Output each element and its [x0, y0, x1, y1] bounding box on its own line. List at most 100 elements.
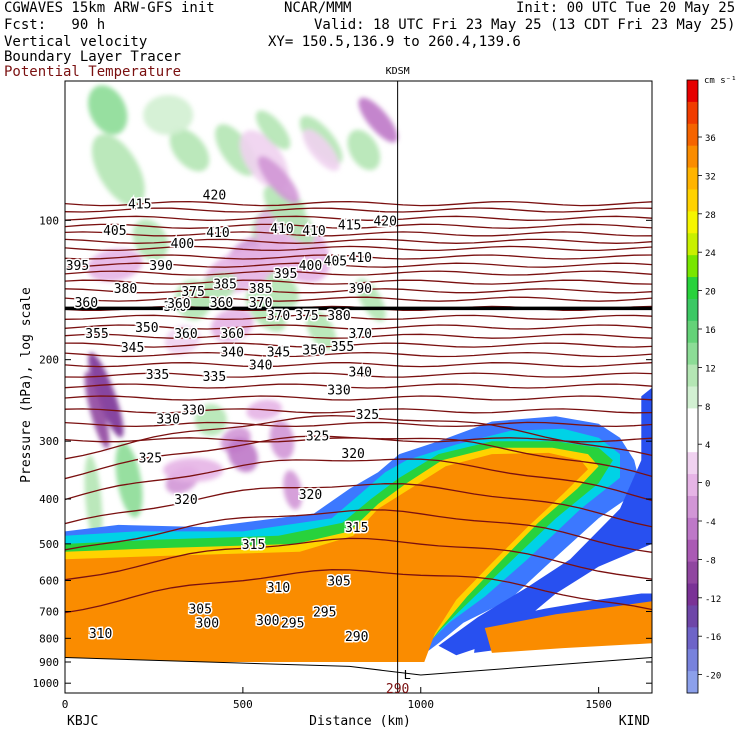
x-axis-label: Distance (km): [309, 714, 411, 729]
terrain-line: [65, 657, 652, 676]
isentrope-label: 325: [139, 451, 162, 466]
marker-theta-label: 290: [386, 682, 409, 697]
isentrope-label: 385: [249, 282, 272, 297]
x-tick-label: 1500: [585, 698, 612, 711]
colorbar-swatch: [687, 342, 698, 366]
isentrope-line: [65, 270, 652, 276]
w-shading-cell: [132, 219, 169, 261]
isentrope-label: 380: [327, 309, 350, 324]
colorbar-tick-label: -20: [705, 672, 721, 682]
w-shading-cell: [210, 308, 254, 342]
isentrope-line: [65, 324, 652, 330]
isentrope-label: 290: [345, 630, 368, 645]
end-station-label: KIND: [619, 714, 650, 729]
tracer-orange: [65, 452, 588, 662]
isentrope-label: 315: [242, 538, 265, 553]
isentrope-label: 420: [203, 189, 226, 204]
colorbar-tick-label: -16: [705, 633, 721, 643]
isentrope-line: [65, 245, 652, 252]
colorbar-swatch: [687, 671, 698, 694]
colorbar-tick-label: -12: [705, 595, 721, 605]
w-shading-cell: [194, 404, 227, 436]
y-tick-label: 800: [39, 632, 59, 645]
isentrope-label: 330: [327, 384, 350, 399]
colorbar-tick-label: 24: [705, 249, 716, 259]
isentrope-label: 335: [203, 370, 226, 385]
y-tick-label: 300: [39, 435, 59, 448]
isentrope-label: 350: [302, 343, 325, 358]
isentrope-label: 325: [356, 408, 379, 423]
isentrope-line: [65, 314, 652, 320]
w-shading-cell: [358, 97, 398, 143]
w-shading-cell: [257, 156, 300, 204]
colorbar-swatch: [687, 408, 698, 431]
w-shading-cell: [283, 470, 303, 510]
colorbar-tick-label: -4: [705, 518, 716, 528]
isentrope-line: [65, 383, 652, 389]
isentrope-line: [65, 435, 652, 480]
cross-section-xy: XY= 150.5,136.9 to 260.4,139.6: [268, 34, 521, 50]
isentrope-label: 370: [267, 309, 290, 324]
colorbar-tick-label: 32: [705, 172, 716, 182]
forecast-hour: Fcst: 90 h: [4, 17, 106, 33]
colorbar-swatch: [687, 189, 698, 212]
w-shading-cell: [269, 420, 295, 460]
isentrope-line: [65, 421, 652, 428]
model-title: CGWAVES 15km ARW-GFS init: [4, 0, 215, 16]
isentrope-label: 410: [349, 251, 372, 266]
field-boundary-layer-tracer: Boundary Layer Tracer: [4, 49, 182, 65]
isentrope-line: [65, 238, 652, 244]
isentrope-line: [65, 509, 652, 553]
colorbar-tick-label: 16: [705, 326, 716, 336]
isentrope-label: 415: [338, 218, 361, 233]
colorbar-swatch: [687, 386, 698, 409]
isentrope-label: 360: [75, 296, 98, 311]
isentrope-label: 305: [327, 575, 350, 590]
colorbar-tick-label: 20: [705, 288, 716, 298]
isentrope-line: [65, 537, 652, 581]
y-tick-label: 100: [39, 214, 59, 227]
marker-low-label: L: [404, 668, 411, 682]
y-tick-label: 200: [39, 354, 59, 367]
w-shading-cell: [84, 455, 103, 545]
colorbar-swatch: [687, 277, 698, 300]
colorbar-swatch: [687, 255, 698, 278]
colorbar-tick-label: 12: [705, 364, 716, 374]
colorbar-swatch: [687, 474, 698, 497]
w-shading-cell: [91, 133, 145, 207]
x-tick-label: 0: [62, 698, 69, 711]
isentrope-line: [65, 231, 652, 237]
colorbar-tick-label: 4: [705, 441, 710, 451]
plot-frame: [64, 80, 653, 694]
w-shading-cell: [88, 85, 128, 135]
colorbar-swatch: [687, 211, 698, 234]
isentrope-label: 310: [267, 581, 290, 596]
isentrope-label: 320: [341, 447, 364, 462]
isentrope-line: [65, 223, 652, 229]
isentrope-label: 295: [313, 605, 336, 620]
isentrope-label: 360: [210, 296, 233, 311]
isentrope-label: 360: [174, 327, 197, 342]
y-tick-label: 900: [39, 656, 59, 669]
field-vertical-velocity: Vertical velocity: [4, 34, 148, 50]
y-tick-label: 400: [39, 493, 59, 506]
x-tick-label: 500: [233, 698, 253, 711]
isentrope-line: [65, 414, 652, 460]
colorbar-tick-label: 8: [705, 403, 710, 413]
isentrope-line: [65, 351, 652, 358]
colorbar-tick-label: 0: [705, 480, 710, 490]
isentrope-label: 315: [345, 521, 368, 536]
isentrope-line: [65, 215, 652, 221]
isentrope-label: 375: [295, 309, 318, 324]
w-shading-cell: [115, 442, 143, 518]
w-shading-cell: [302, 129, 340, 171]
isentrope-line: [65, 458, 652, 502]
isentrope-label: 340: [349, 365, 372, 380]
isentrope-label: 415: [128, 198, 151, 213]
isentrope-line: [65, 362, 652, 368]
colorbar-swatch: [687, 452, 698, 475]
org-label: NCAR/MMM: [284, 0, 352, 16]
colorbar-swatch: [687, 364, 698, 387]
isentrope-label: 330: [181, 403, 204, 418]
isentrope-label: 300: [256, 614, 279, 629]
